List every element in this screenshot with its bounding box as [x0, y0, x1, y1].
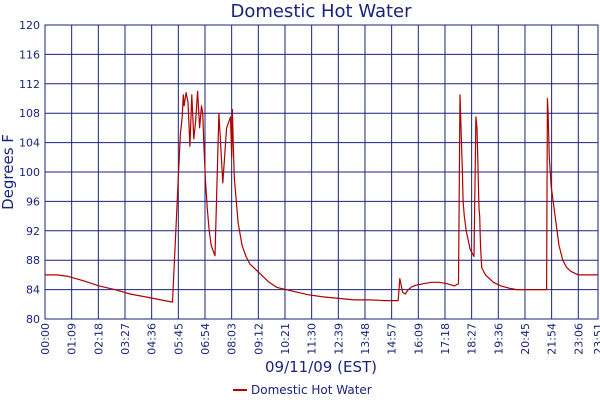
x-tick-label: 16:09: [412, 323, 425, 355]
y-tick-label: 100: [19, 166, 40, 179]
y-tick-label: 120: [19, 19, 40, 32]
x-tick-label: 20:45: [519, 323, 532, 355]
x-tick-label: 13:48: [359, 323, 372, 355]
x-tick-label: 09:12: [252, 323, 265, 355]
y-tick-label: 108: [19, 107, 40, 120]
x-tick-label: 18:27: [466, 323, 479, 355]
x-tick-label: 08:03: [226, 323, 239, 355]
x-tick-label: 03:27: [119, 323, 132, 355]
y-tick-label: 104: [19, 137, 40, 150]
legend: Domestic Hot Water: [233, 383, 372, 397]
x-tick-label: 23:51: [592, 323, 600, 355]
x-tick-label: 11:30: [306, 323, 319, 355]
legend-label: Domestic Hot Water: [251, 383, 372, 397]
x-tick-label: 05:45: [172, 323, 185, 355]
y-tick-label: 116: [19, 48, 40, 61]
x-tick-label: 17:18: [439, 323, 452, 355]
y-tick-label: 84: [26, 284, 40, 297]
series-line-domestic-hot-water: [45, 90, 598, 303]
y-axis-label: Degrees F: [0, 134, 17, 210]
y-tick-label: 96: [26, 195, 40, 208]
x-tick-label: 19:36: [492, 323, 505, 355]
x-tick-label: 23:06: [572, 323, 585, 355]
x-tick-label: 12:39: [332, 323, 345, 355]
y-tick-label: 88: [26, 254, 40, 267]
x-tick-label: 21:54: [546, 323, 559, 355]
x-tick-label: 10:21: [279, 323, 292, 355]
x-tick-label: 14:57: [386, 323, 399, 355]
x-tick-label: 04:36: [146, 323, 159, 355]
y-tick-label: 112: [19, 78, 40, 91]
x-tick-label: 00:00: [39, 323, 52, 355]
chart-title: Domestic Hot Water: [230, 1, 412, 22]
y-axis-ticks: 80 84 88 92 96 100 104 108 112 116 120: [19, 19, 40, 326]
y-tick-label: 92: [26, 225, 40, 238]
x-tick-label: 01:09: [66, 323, 79, 355]
y-tick-label: 80: [26, 313, 40, 326]
x-axis-ticks: 00:00 01:09 02:18 03:27 04:36 05:45 06:54 08:03…: [39, 323, 600, 355]
x-axis-label: 09/11/09 (EST): [265, 358, 377, 376]
x-tick-label: 02:18: [92, 323, 105, 355]
plot-area-border: [44, 24, 599, 320]
x-tick-label: 06:54: [199, 323, 212, 355]
